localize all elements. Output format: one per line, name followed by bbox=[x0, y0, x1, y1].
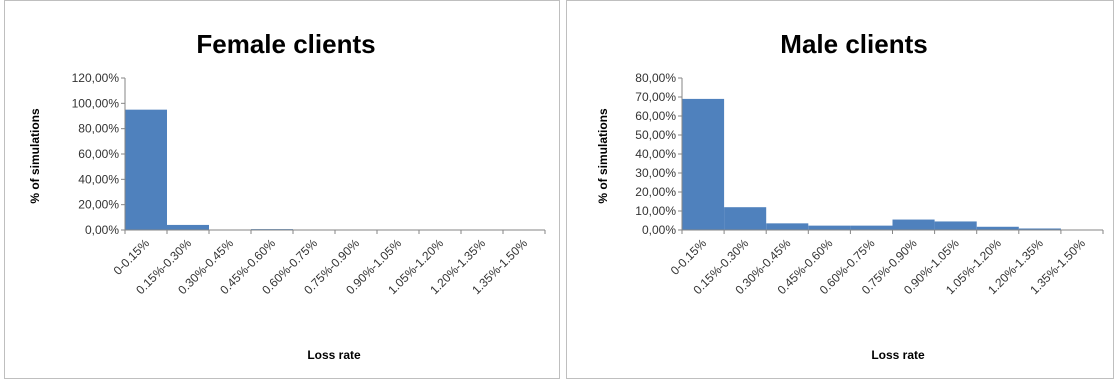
plot-area: 0,00% 10,00% 20,00% 30,00% 40,00% 50,00% 60,00… bbox=[635, 71, 1103, 297]
y-tick-label: 70,00% bbox=[635, 90, 676, 104]
y-tick-label: 0,00% bbox=[85, 223, 119, 237]
bar bbox=[850, 226, 892, 230]
chart-panel-male: Male clients % of simulations Loss rate … bbox=[566, 0, 1114, 379]
bar bbox=[724, 207, 766, 230]
y-tick-label: 0,00% bbox=[642, 223, 676, 237]
chart-panel-female: Female clients % of simulations Loss rat… bbox=[4, 0, 560, 379]
bar bbox=[808, 226, 850, 230]
x-axis-label: Loss rate bbox=[871, 348, 925, 362]
chart-title: Male clients bbox=[780, 29, 927, 59]
chart-title: Female clients bbox=[196, 29, 375, 59]
y-tick-label: 50,00% bbox=[635, 128, 676, 142]
y-tick-label: 40,00% bbox=[78, 172, 119, 186]
y-tick-label: 80,00% bbox=[635, 71, 676, 85]
x-axis-label: Loss rate bbox=[307, 348, 361, 362]
x-tick-label: 0-0.15% bbox=[668, 236, 710, 278]
y-tick-label: 80,00% bbox=[78, 122, 119, 136]
bar bbox=[682, 99, 724, 230]
y-tick-label: 20,00% bbox=[78, 198, 119, 212]
x-tick-label: 0-0.15% bbox=[111, 236, 153, 278]
female-clients-chart: Female clients % of simulations Loss rat… bbox=[5, 1, 561, 380]
y-tick-label: 40,00% bbox=[635, 147, 676, 161]
y-tick-label: 120,00% bbox=[72, 71, 120, 85]
y-tick-label: 60,00% bbox=[635, 109, 676, 123]
y-tick-label: 20,00% bbox=[635, 185, 676, 199]
y-axis-label: % of simulations bbox=[596, 108, 610, 204]
y-tick-label: 100,00% bbox=[72, 96, 120, 110]
male-clients-chart: Male clients % of simulations Loss rate … bbox=[567, 1, 1115, 380]
bar bbox=[125, 110, 167, 230]
y-tick-label: 60,00% bbox=[78, 147, 119, 161]
bar bbox=[766, 223, 808, 230]
y-tick-label: 10,00% bbox=[635, 204, 676, 218]
bar bbox=[893, 220, 935, 230]
bar bbox=[167, 225, 209, 230]
bar bbox=[935, 221, 977, 230]
y-tick-label: 30,00% bbox=[635, 166, 676, 180]
y-axis-label: % of simulations bbox=[28, 108, 42, 204]
plot-area: 0,00% 20,00% 40,00% 60,00% 80,00% 100,00% 120,… bbox=[72, 71, 545, 297]
